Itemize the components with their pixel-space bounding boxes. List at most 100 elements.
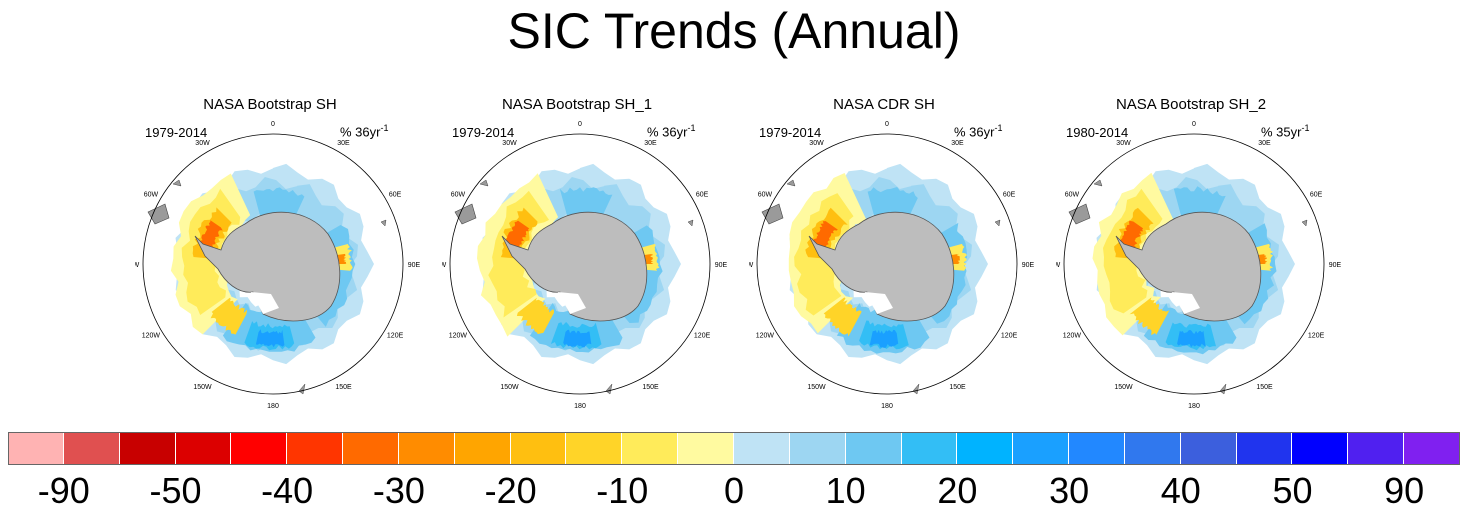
longitude-label: 180 bbox=[267, 403, 279, 410]
colorbar-tick-label: 50 bbox=[1272, 470, 1313, 511]
colorbar-tick-label: 30 bbox=[1049, 470, 1090, 511]
panel-units: % 36yr-1 bbox=[954, 123, 1002, 139]
longitude-label: 60E bbox=[696, 192, 709, 199]
ice-trend-neg-peak bbox=[1119, 220, 1144, 248]
panel-period: 1980-2014 bbox=[1066, 125, 1129, 140]
map-boundary bbox=[1063, 133, 1325, 395]
units-exponent: -1 bbox=[1301, 123, 1310, 133]
longitude-label: 90E bbox=[408, 262, 421, 269]
colorbar-tick-label: 90 bbox=[1384, 470, 1425, 511]
longitude-label: 0 bbox=[885, 121, 889, 128]
colorbar-swatch bbox=[343, 432, 399, 465]
colorbar-swatch bbox=[957, 432, 1014, 465]
longitude-label: 30W bbox=[809, 140, 824, 147]
new-zealand-land bbox=[1219, 383, 1227, 395]
longitude-label: 120E bbox=[1001, 333, 1018, 340]
units-exponent: -1 bbox=[687, 123, 696, 133]
polar-map: 0 30E 60E 90E 120E 150E 180 150W 120W 90W 60W 30W bbox=[749, 121, 1035, 410]
ice-trend-amundsen bbox=[1129, 297, 1170, 336]
colorbar-swatch bbox=[845, 432, 902, 465]
colorbar-tick-label: -10 bbox=[596, 470, 649, 511]
colorbar-tick-label: 40 bbox=[1160, 470, 1201, 511]
colorbar-swatch bbox=[678, 432, 734, 465]
colorbar-swatch bbox=[119, 432, 176, 465]
panel-period: 1979-2014 bbox=[759, 125, 822, 140]
panel-units: % 36yr-1 bbox=[647, 123, 695, 139]
ice-trend-neg-peak bbox=[198, 220, 223, 248]
colorbar-swatch bbox=[398, 432, 455, 465]
new-zealand-land bbox=[298, 383, 306, 395]
longitude-label: 90E bbox=[715, 262, 728, 269]
colorbar-swatch bbox=[510, 432, 567, 465]
ice-trend-amundsen bbox=[516, 297, 554, 335]
longitude-label: 90E bbox=[1022, 262, 1035, 269]
new-zealand-land bbox=[912, 383, 920, 395]
map-panel: 0 30E 60E 90E 120E 150E 180 150W 120W 90W 60W 30W NA… bbox=[749, 90, 1049, 420]
longitude-label: 60E bbox=[1310, 192, 1323, 199]
longitude-label: 120E bbox=[387, 333, 404, 340]
antarctica-landmass bbox=[194, 211, 341, 322]
panel-title: NASA Bootstrap SH_1 bbox=[501, 96, 653, 113]
colorbar-tick-label: -30 bbox=[372, 470, 425, 511]
colorbar-swatch bbox=[63, 432, 120, 465]
longitude-label: 150E bbox=[1256, 384, 1273, 391]
colorbar-swatch bbox=[1069, 432, 1125, 465]
map-boundary bbox=[142, 133, 404, 395]
colorbar-swatch bbox=[287, 432, 344, 465]
map-boundary bbox=[756, 133, 1018, 395]
kerguelen-island bbox=[1301, 219, 1308, 227]
longitude-label: 180 bbox=[574, 403, 586, 410]
longitude-label: 0 bbox=[271, 121, 275, 128]
ice-trend-amundsen bbox=[823, 297, 862, 337]
colorbar-swatch bbox=[789, 432, 846, 465]
panel-units: % 35yr-1 bbox=[1261, 123, 1309, 139]
longitude-label: 60W bbox=[758, 192, 773, 199]
kerguelen-island bbox=[380, 219, 387, 227]
south-america-land bbox=[761, 203, 784, 225]
longitude-label: 120E bbox=[1308, 333, 1325, 340]
units-text: % 36yr bbox=[954, 124, 995, 140]
antarctica-landmass bbox=[808, 211, 955, 322]
longitude-label: 120W bbox=[1063, 333, 1082, 340]
colorbar-tick-label: -40 bbox=[261, 470, 314, 511]
kerguelen-island bbox=[687, 219, 694, 227]
longitude-label: 150W bbox=[500, 384, 519, 391]
colorbar bbox=[8, 432, 1460, 465]
map-boundary bbox=[449, 133, 711, 395]
units-text: % 36yr bbox=[340, 124, 381, 140]
colorbar-swatch bbox=[566, 432, 623, 465]
colorbar-tick-label: -50 bbox=[149, 470, 202, 511]
ice-trend-neg-peak bbox=[506, 220, 530, 249]
longitude-label: 60W bbox=[1065, 192, 1080, 199]
south-america-land bbox=[147, 203, 170, 225]
colorbar-tick-label: 0 bbox=[723, 470, 745, 511]
map-panel: 0 30E 60E 90E 120E 150E 180 150W 120W 90W 60W 30W NA… bbox=[135, 90, 435, 420]
colorbar-tick-label: -90 bbox=[37, 470, 90, 511]
longitude-label: 120W bbox=[449, 333, 468, 340]
longitude-label: 120W bbox=[756, 333, 775, 340]
falkland-islands bbox=[786, 179, 796, 187]
longitude-label: 30E bbox=[337, 140, 350, 147]
falkland-islands bbox=[479, 179, 489, 187]
longitude-label: 150E bbox=[335, 384, 352, 391]
south-america-land bbox=[1068, 203, 1091, 225]
falkland-islands bbox=[1093, 179, 1103, 187]
panel-period: 1979-2014 bbox=[452, 125, 515, 140]
colorbar-swatch bbox=[8, 432, 64, 465]
ice-trend-amundsen bbox=[210, 297, 248, 335]
polar-map: 0 30E 60E 90E 120E 150E 180 150W 120W 90W 60W 30W bbox=[442, 121, 728, 410]
longitude-label: 90W bbox=[135, 262, 140, 269]
longitude-label: 0 bbox=[1192, 121, 1196, 128]
longitude-label: 150W bbox=[193, 384, 212, 391]
longitude-label: 180 bbox=[1188, 403, 1200, 410]
new-zealand-land bbox=[605, 383, 613, 395]
ice-trend-ross-peak bbox=[255, 329, 285, 348]
map-panel: 0 30E 60E 90E 120E 150E 180 150W 120W 90W 60W 30W NA… bbox=[1056, 90, 1356, 420]
map-panel: 0 30E 60E 90E 120E 150E 180 150W 120W 90W 60W 30W NA… bbox=[442, 90, 742, 420]
ice-trend-ross-peak bbox=[869, 329, 899, 348]
longitude-label: 0 bbox=[578, 121, 582, 128]
longitude-label: 90W bbox=[442, 262, 447, 269]
longitude-label: 60W bbox=[144, 192, 159, 199]
colorbar-swatch bbox=[901, 432, 958, 465]
longitude-label: 60E bbox=[389, 192, 402, 199]
